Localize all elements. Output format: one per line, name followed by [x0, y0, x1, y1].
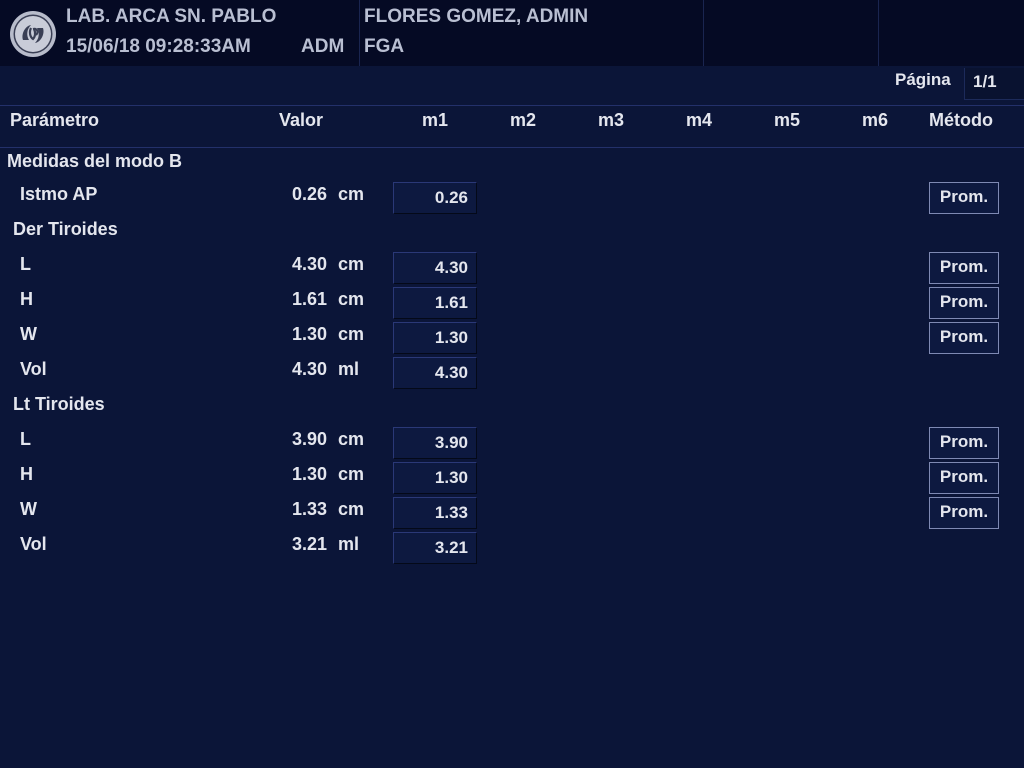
param-label: Vol	[20, 359, 47, 379]
method-button[interactable]: Prom.	[929, 322, 999, 354]
col-m3: m3	[598, 110, 625, 130]
header-divider-line	[0, 147, 1024, 148]
ge-logo-icon	[10, 11, 56, 57]
col-m6: m6	[862, 110, 889, 130]
patient-name: FLORES GOMEZ, ADMIN	[364, 6, 589, 27]
param-unit: cm	[338, 254, 365, 274]
operator-initials: ADM	[301, 36, 345, 57]
m1-measurement-cell[interactable]: 4.30	[393, 357, 477, 389]
page-indicator[interactable]: 1/1	[964, 68, 1024, 100]
col-m5: m5	[774, 110, 801, 130]
param-unit: ml	[338, 359, 360, 379]
page-label: Página	[895, 70, 951, 89]
exam-datetime: 15/06/18 09:28:33AM	[66, 36, 251, 57]
method-button[interactable]: Prom.	[929, 287, 999, 319]
m1-measurement-cell[interactable]: 4.30	[393, 252, 477, 284]
param-label: H	[20, 289, 33, 309]
param-unit: cm	[338, 499, 365, 519]
param-unit: cm	[338, 289, 365, 309]
m1-measurement-cell[interactable]: 3.90	[393, 427, 477, 459]
param-value: 1.30	[291, 324, 327, 344]
param-label: W	[20, 324, 37, 344]
param-value: 1.33	[291, 499, 327, 519]
m1-measurement-cell[interactable]: 1.61	[393, 287, 477, 319]
col-parameter: Parámetro	[10, 110, 100, 130]
header-divider	[703, 0, 704, 66]
section-title-left-thyroid: Lt Tiroides	[13, 394, 105, 414]
param-unit: cm	[338, 324, 365, 344]
col-m1: m1	[422, 110, 449, 130]
param-label: L	[20, 254, 31, 274]
method-button[interactable]: Prom.	[929, 497, 999, 529]
param-label: Istmo AP	[20, 184, 98, 204]
param-value: 0.26	[291, 184, 327, 204]
col-value: Valor	[279, 110, 324, 130]
param-label: Vol	[20, 534, 47, 554]
header-divider	[359, 0, 360, 66]
param-unit: cm	[338, 184, 365, 204]
m1-measurement-cell[interactable]: 0.26	[393, 182, 477, 214]
method-button[interactable]: Prom.	[929, 252, 999, 284]
section-title-right-thyroid: Der Tiroides	[13, 219, 118, 239]
m1-measurement-cell[interactable]: 1.30	[393, 462, 477, 494]
header-bar: LAB. ARCA SN. PABLO 15/06/18 09:28:33AM …	[0, 0, 1024, 66]
param-value: 1.30	[291, 464, 327, 484]
param-label: L	[20, 429, 31, 449]
param-label: H	[20, 464, 33, 484]
patient-initials: FGA	[364, 36, 405, 57]
col-m2: m2	[510, 110, 537, 130]
param-unit: cm	[338, 429, 365, 449]
param-value: 4.30	[291, 254, 327, 274]
param-value: 3.21	[291, 534, 327, 554]
m1-measurement-cell[interactable]: 1.33	[393, 497, 477, 529]
param-label: W	[20, 499, 37, 519]
m1-measurement-cell[interactable]: 3.21	[393, 532, 477, 564]
m1-measurement-cell[interactable]: 1.30	[393, 322, 477, 354]
method-button[interactable]: Prom.	[929, 462, 999, 494]
section-title-bmode: Medidas del modo B	[7, 151, 183, 171]
param-unit: ml	[338, 534, 360, 554]
col-method: Método	[929, 110, 993, 130]
param-unit: cm	[338, 464, 365, 484]
param-value: 3.90	[291, 429, 327, 449]
method-button[interactable]: Prom.	[929, 182, 999, 214]
lab-name: LAB. ARCA SN. PABLO	[66, 6, 277, 27]
col-m4: m4	[686, 110, 713, 130]
header-divider-line	[0, 105, 1024, 106]
param-value: 1.61	[291, 289, 327, 309]
header-divider	[878, 0, 879, 66]
param-value: 4.30	[291, 359, 327, 379]
method-button[interactable]: Prom.	[929, 427, 999, 459]
